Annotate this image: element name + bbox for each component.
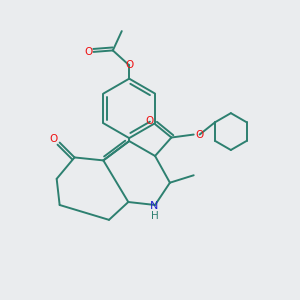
Text: O: O [125,60,134,70]
Text: O: O [50,134,58,144]
Text: O: O [195,130,203,140]
Text: H: H [151,211,158,221]
Text: O: O [146,116,154,126]
Text: O: O [84,47,92,57]
Text: N: N [150,202,159,212]
